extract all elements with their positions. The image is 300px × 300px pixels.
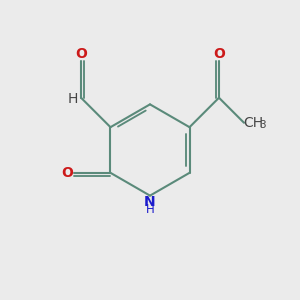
Text: 3: 3: [259, 120, 266, 130]
Text: O: O: [213, 47, 225, 61]
Text: H: H: [68, 92, 78, 106]
Text: H: H: [146, 203, 154, 216]
Text: N: N: [144, 195, 156, 209]
Text: O: O: [75, 47, 87, 61]
Text: CH: CH: [243, 116, 263, 130]
Text: O: O: [61, 166, 73, 179]
